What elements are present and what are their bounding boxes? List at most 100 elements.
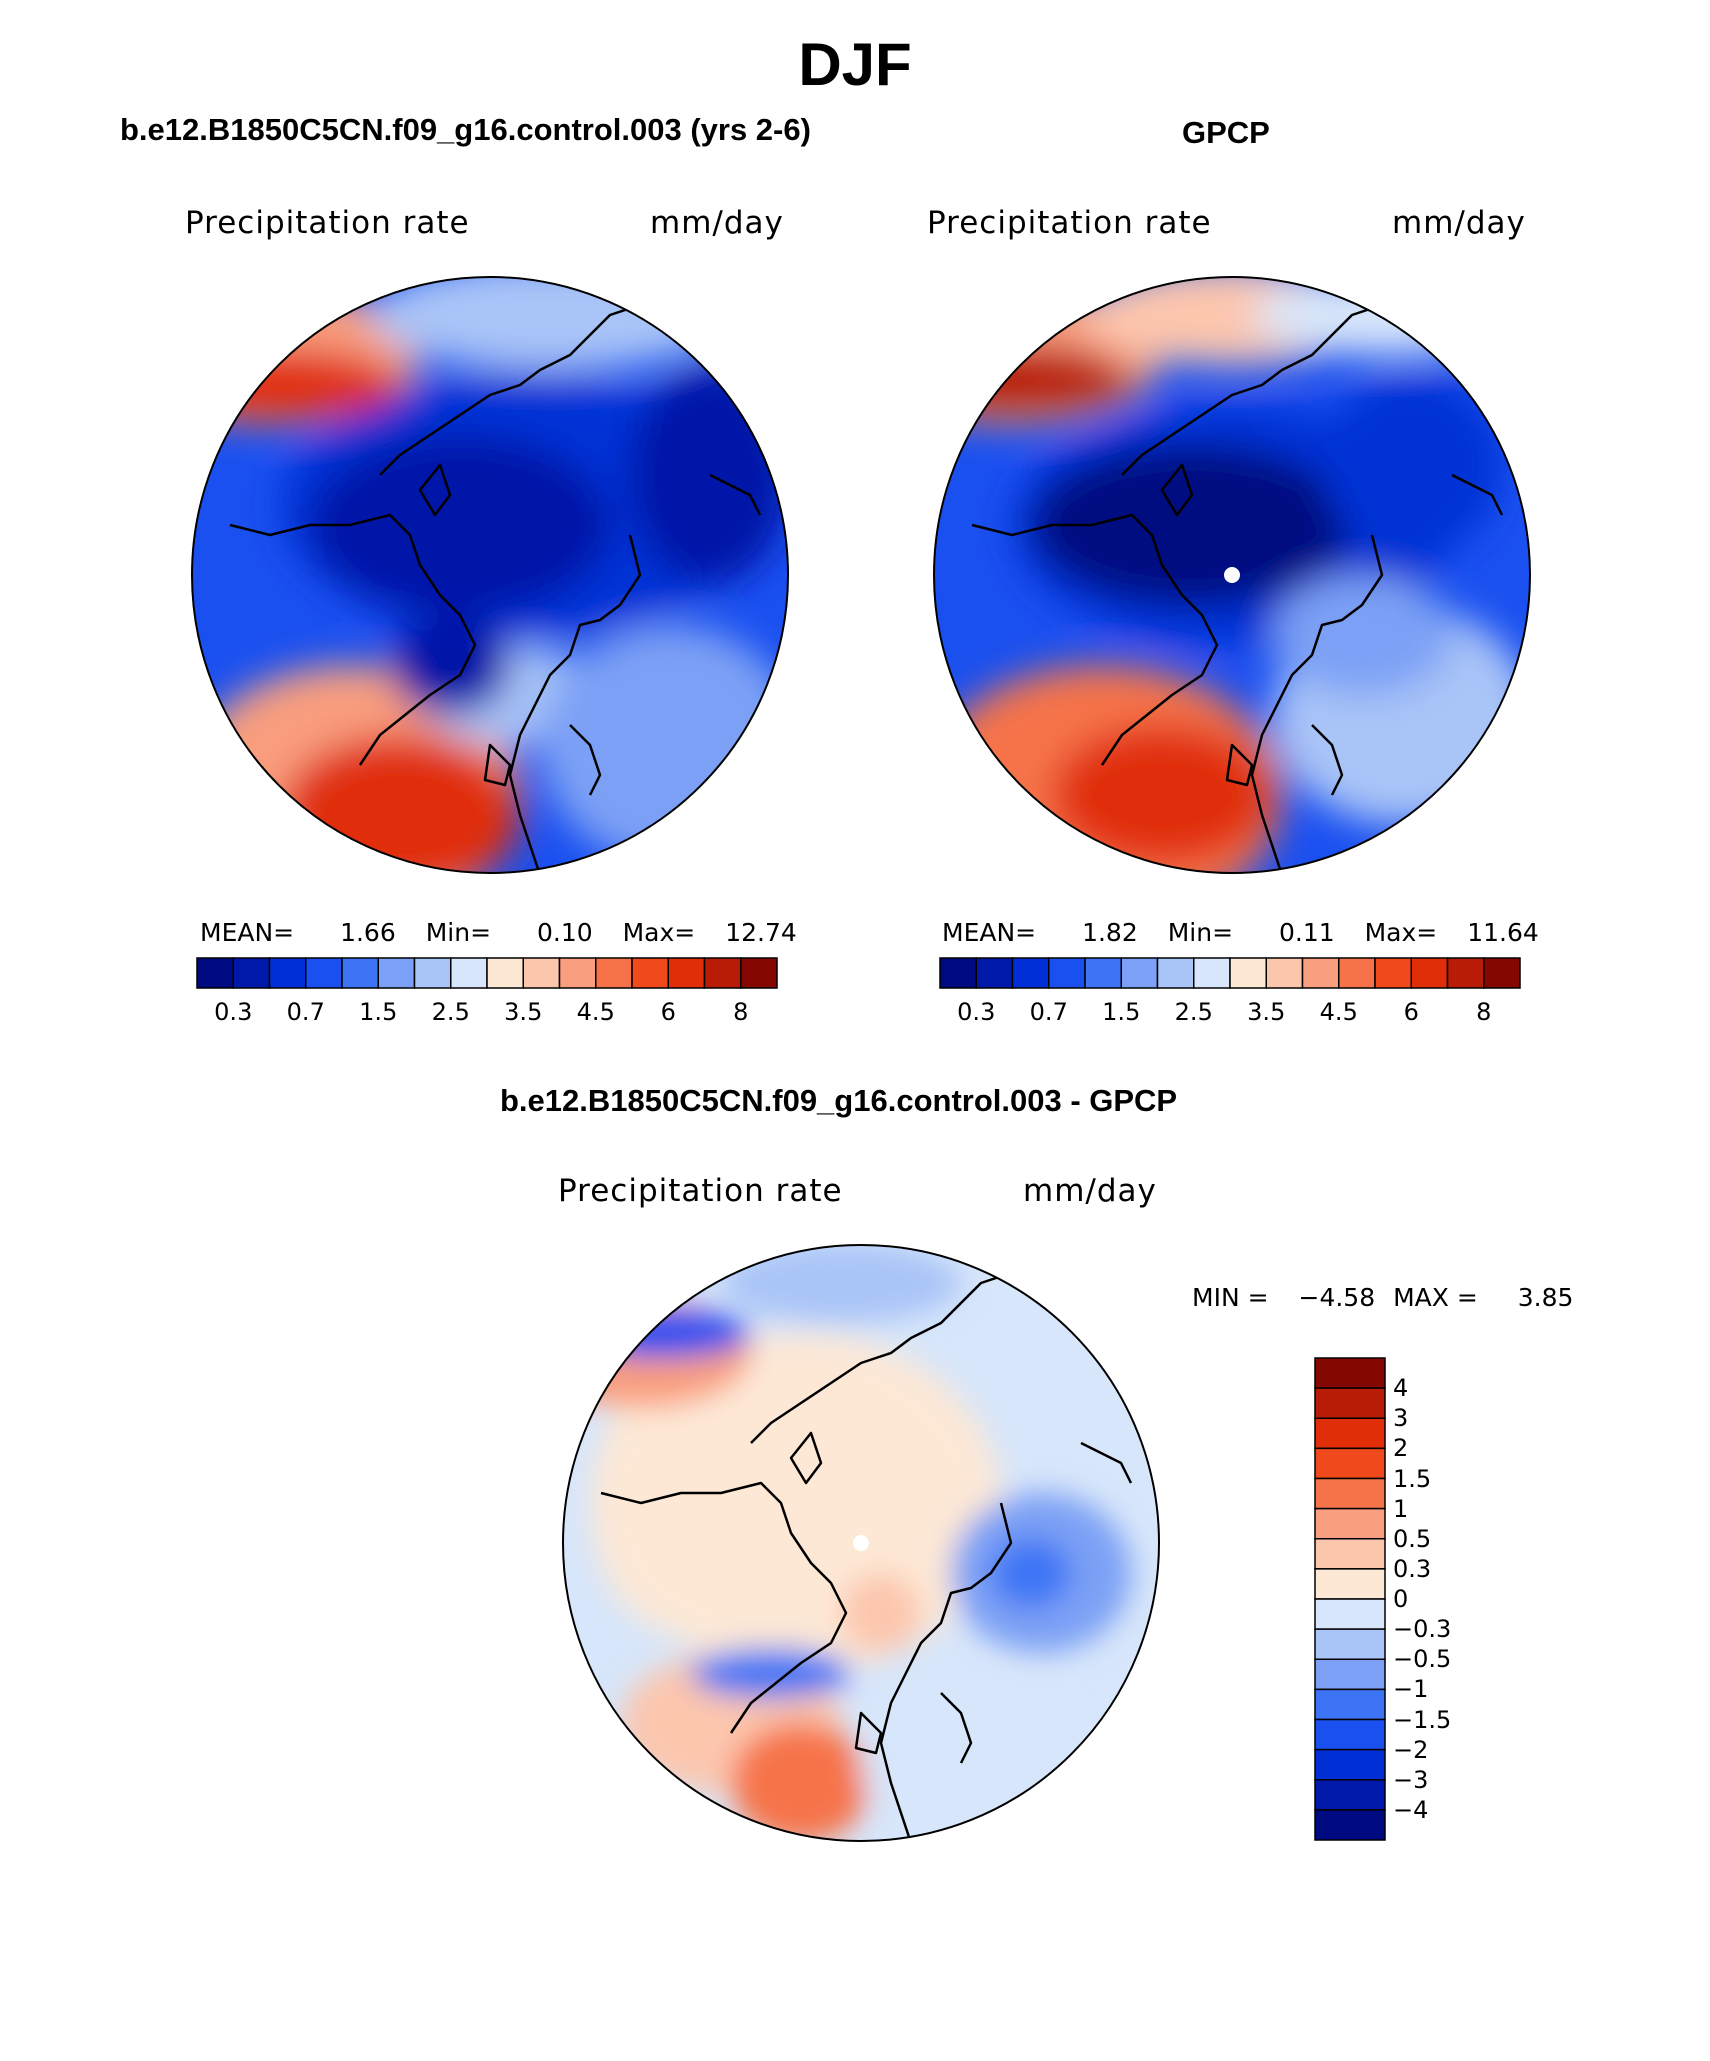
colorbar-swatch — [1314, 1447, 1386, 1480]
colorbar-swatch — [232, 957, 271, 989]
colorbar-swatch — [1314, 1688, 1386, 1721]
panel-obs-title: GPCP — [1182, 115, 1270, 150]
colorbar-tick-label: 0 — [1393, 1585, 1409, 1613]
colorbar-swatch — [377, 957, 416, 989]
colorbar-swatch — [1265, 957, 1304, 989]
colorbar-swatch — [1314, 1748, 1386, 1781]
colorbar-swatch — [740, 957, 778, 989]
colorbar-swatch — [1314, 1417, 1386, 1450]
colorbar-tick-label: 0.5 — [1393, 1524, 1432, 1553]
colorbar-obs — [939, 957, 1521, 989]
colorbar-tick-label: 0.3 — [1393, 1554, 1432, 1583]
panel-model-max: 12.74 — [725, 918, 797, 947]
colorbar-swatch — [975, 957, 1014, 989]
panel-model-mean-label: MEAN= — [200, 918, 295, 947]
colorbar-tick-label: 0.7 — [286, 998, 325, 1026]
colorbar-swatch — [1314, 1357, 1386, 1389]
colorbar-swatch — [196, 957, 234, 989]
colorbar-swatch — [1314, 1598, 1386, 1630]
panel-diff-min: −4.58 — [1298, 1283, 1376, 1312]
colorbar-swatch — [1314, 1538, 1386, 1570]
colorbar-tick-label: 1 — [1393, 1494, 1409, 1523]
colorbar-tick-label: 0.7 — [1029, 998, 1068, 1026]
colorbar-tick-label: −4 — [1393, 1795, 1429, 1824]
panel-obs-min-label: Min= — [1167, 918, 1234, 947]
panel-obs-units: mm/day — [1392, 205, 1526, 241]
colorbar-tick-label: 6 — [1403, 998, 1419, 1026]
panel-model-title: b.e12.B1850C5CN.f09_g16.control.003 (yrs… — [120, 112, 811, 147]
panel-diff-max: 3.85 — [1517, 1283, 1574, 1312]
colorbar-tick-label: 0.3 — [957, 998, 996, 1026]
panel-model-mean: 1.66 — [340, 918, 396, 947]
colorbar-tick-label: 0.3 — [214, 998, 253, 1026]
panel-model-min: 0.10 — [536, 918, 593, 947]
colorbar-swatch — [1084, 957, 1122, 989]
colorbar-tick-label: 1.5 — [1102, 998, 1141, 1026]
colorbar-tick-label: 1.5 — [359, 998, 398, 1026]
main-title: DJF — [798, 31, 912, 98]
colorbar-model — [196, 957, 778, 989]
map-model — [191, 276, 789, 874]
colorbar-swatch — [1314, 1779, 1386, 1811]
colorbar-tick-label: −1.5 — [1393, 1705, 1452, 1734]
colorbar-swatch — [1193, 957, 1231, 989]
panel-obs-max-label: Max= — [1364, 918, 1438, 947]
colorbar-tick-label: 4.5 — [1319, 998, 1358, 1026]
colorbar-swatch — [1338, 957, 1376, 989]
colorbar-swatch — [305, 957, 343, 989]
colorbar-tick-label: 2 — [1393, 1434, 1409, 1463]
panel-model-variable: Precipitation rate — [185, 205, 470, 241]
colorbar-swatch — [1314, 1628, 1386, 1660]
colorbar-tick-label: −2 — [1393, 1735, 1429, 1764]
colorbar-swatch — [486, 957, 524, 989]
panel-obs-mean-label: MEAN= — [942, 918, 1037, 947]
colorbar-swatch — [703, 957, 742, 989]
colorbar-swatch — [450, 957, 488, 989]
colorbar-swatch — [268, 957, 307, 989]
panel-model-max-label: Max= — [622, 918, 696, 947]
colorbar-tick-label: 1.5 — [1393, 1464, 1432, 1493]
colorbar-tick-label: −0.5 — [1393, 1645, 1452, 1674]
panel-diff-max-label: MAX = — [1393, 1283, 1478, 1312]
colorbar-tick-label: −0.3 — [1393, 1615, 1452, 1644]
colorbar-tick-label: 8 — [1476, 998, 1492, 1026]
colorbar-tick-label: 6 — [660, 998, 676, 1026]
colorbar-swatch — [1314, 1477, 1386, 1510]
colorbar-swatch — [522, 957, 561, 989]
colorbar-swatch — [667, 957, 706, 989]
colorbar-swatch — [1314, 1568, 1386, 1600]
colorbar-swatch — [1374, 957, 1412, 989]
colorbar-tick-label: 3.5 — [1247, 998, 1286, 1026]
colorbar-difference — [1314, 1357, 1386, 1841]
panel-obs-max: 11.64 — [1467, 918, 1539, 947]
colorbar-tick-label: 2.5 — [1174, 998, 1213, 1026]
panel-obs-variable: Precipitation rate — [927, 205, 1212, 241]
colorbar-swatch — [1446, 957, 1485, 989]
colorbar-tick-label: 4 — [1393, 1374, 1409, 1403]
colorbar-swatch — [1314, 1658, 1386, 1691]
panel-diff-variable: Precipitation rate — [558, 1173, 843, 1209]
colorbar-swatch — [1011, 957, 1050, 989]
panel-diff-title: b.e12.B1850C5CN.f09_g16.control.003 - GP… — [500, 1083, 1178, 1118]
colorbar-swatch — [558, 957, 597, 989]
colorbar-swatch — [1156, 957, 1195, 989]
colorbar-swatch — [595, 957, 633, 989]
colorbar-tick-label: −1 — [1393, 1675, 1429, 1704]
colorbar-swatch — [1314, 1507, 1386, 1540]
colorbar-swatch — [1314, 1809, 1386, 1841]
panel-obs-min: 0.11 — [1278, 918, 1335, 947]
map-difference — [562, 1244, 1160, 1842]
panel-model-min-label: Min= — [425, 918, 492, 947]
colorbar-swatch — [1314, 1387, 1386, 1419]
map-obs — [933, 276, 1531, 874]
colorbar-swatch — [1120, 957, 1159, 989]
colorbar-swatch — [1229, 957, 1267, 989]
colorbar-tick-label: 4.5 — [576, 998, 615, 1026]
colorbar-swatch — [939, 957, 977, 989]
colorbar-tick-label: 8 — [733, 998, 749, 1026]
colorbar-swatch — [341, 957, 379, 989]
colorbar-swatch — [1314, 1718, 1386, 1751]
panel-obs-mean: 1.82 — [1082, 918, 1138, 947]
panel-diff-min-label: MIN = — [1192, 1283, 1269, 1312]
colorbar-swatch — [1301, 957, 1340, 989]
